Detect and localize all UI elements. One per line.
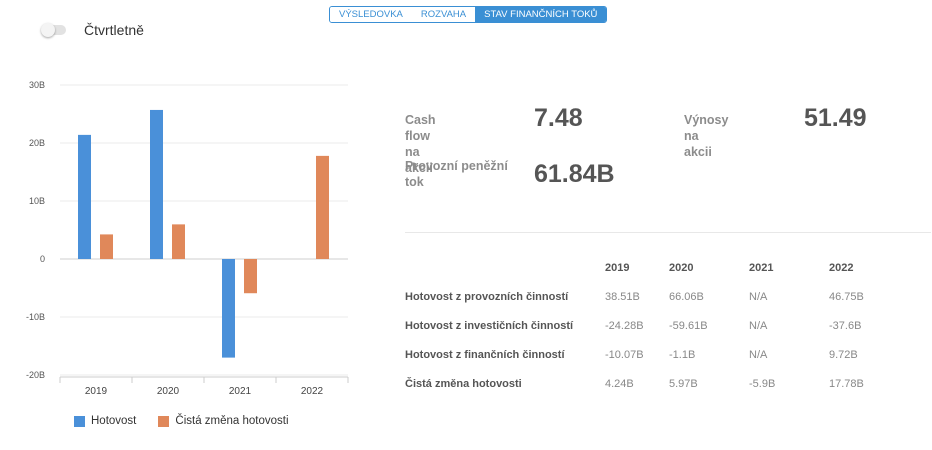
bar-cista-zmena[interactable] (100, 234, 113, 259)
table-header-year: 2022 (829, 262, 854, 274)
cash-flow-per-share-value: 7.48 (534, 104, 583, 132)
y-tick-label: 10B (29, 196, 45, 206)
table-cell: 66.06B (669, 291, 704, 303)
table-cell: -10.07B (605, 349, 644, 361)
y-tick-label: 0 (40, 254, 45, 264)
toggle-knob[interactable] (41, 23, 55, 37)
y-tick-label: -10B (26, 312, 45, 322)
table-cell: 5.97B (669, 378, 698, 390)
revenue-per-share-label: Výnosy na akcii (684, 113, 729, 159)
legend-swatch-cista-zmena (158, 415, 170, 427)
statement-tabs: VÝSLEDOVKA ROZVAHA STAV FINANČNÍCH TOKŮ (329, 6, 608, 23)
bar-hotovost[interactable] (78, 134, 91, 259)
y-tick-label: 20B (29, 138, 45, 148)
bar-cista-zmena[interactable] (244, 259, 257, 294)
tab-stav-financnich-toku[interactable]: STAV FINANČNÍCH TOKŮ (475, 7, 607, 22)
quarterly-toggle[interactable] (41, 23, 66, 37)
table-cell: 17.78B (829, 378, 864, 390)
table-cell: -59.61B (669, 320, 708, 332)
chart-legend: Hotovost Čistá změna hotovosti (74, 415, 311, 427)
table-cell: 9.72B (829, 349, 858, 361)
x-tick-label: 2020 (157, 386, 180, 397)
legend-item-cista-zmena[interactable]: Čistá změna hotovosti (158, 415, 289, 427)
table-cell: N/A (749, 349, 768, 361)
row-label-operating: Hotovost z provozních činností (405, 291, 569, 303)
table-cell: N/A (749, 320, 768, 332)
table-cell: -5.9B (749, 378, 776, 390)
row-label-investing: Hotovost z investičních činností (405, 320, 574, 332)
cash-flow-per-share-label: Cash flow na akcii (405, 113, 436, 175)
quarterly-toggle-label: Čtvrtletně (84, 22, 144, 38)
y-tick-label: -20B (26, 370, 45, 380)
legend-label-cista-zmena: Čistá změna hotovosti (175, 415, 289, 427)
bar-hotovost[interactable] (150, 109, 163, 259)
metrics-divider (405, 232, 931, 233)
bar-cista-zmena[interactable] (172, 224, 185, 259)
table-header-year: 2021 (749, 262, 774, 274)
bar-hotovost[interactable] (222, 259, 235, 358)
legend-label-hotovost: Hotovost (91, 415, 137, 427)
table-cell: -37.6B (829, 320, 862, 332)
tab-vysledovka[interactable]: VÝSLEDOVKA (330, 7, 412, 22)
table-header-year: 2019 (605, 262, 630, 274)
table-cell: 4.24B (605, 378, 634, 390)
bar-cista-zmena[interactable] (316, 155, 329, 259)
legend-swatch-hotovost (74, 415, 85, 427)
tab-rozvaha[interactable]: ROZVAHA (411, 7, 476, 22)
x-tick-label: 2022 (301, 386, 324, 397)
operating-cash-flow-value: 61.84B (534, 160, 615, 188)
operating-cash-flow-label: Provozní peněžní tok (405, 159, 508, 189)
table-cell: N/A (749, 291, 768, 303)
quarterly-toggle-group: Čtvrtletně (41, 22, 144, 38)
table-cell: 38.51B (605, 291, 640, 303)
table-header-year: 2020 (669, 262, 694, 274)
row-label-net-change: Čistá změna hotovosti (405, 378, 522, 390)
x-tick-label: 2019 (85, 386, 108, 397)
table-cell: -24.28B (605, 320, 644, 332)
x-tick-label: 2021 (229, 386, 252, 397)
y-tick-label: 30B (29, 80, 45, 90)
legend-item-hotovost[interactable]: Hotovost (74, 415, 136, 427)
table-cell: -1.1B (669, 349, 696, 361)
revenue-per-share-value: 51.49 (804, 104, 867, 132)
row-label-financing: Hotovost z finančních činností (405, 349, 565, 361)
table-cell: 46.75B (829, 291, 864, 303)
cash-flow-bar-chart: 30B 20B 10B 0 -10B -20B 2019 2020 2021 2022 (26, 80, 349, 397)
